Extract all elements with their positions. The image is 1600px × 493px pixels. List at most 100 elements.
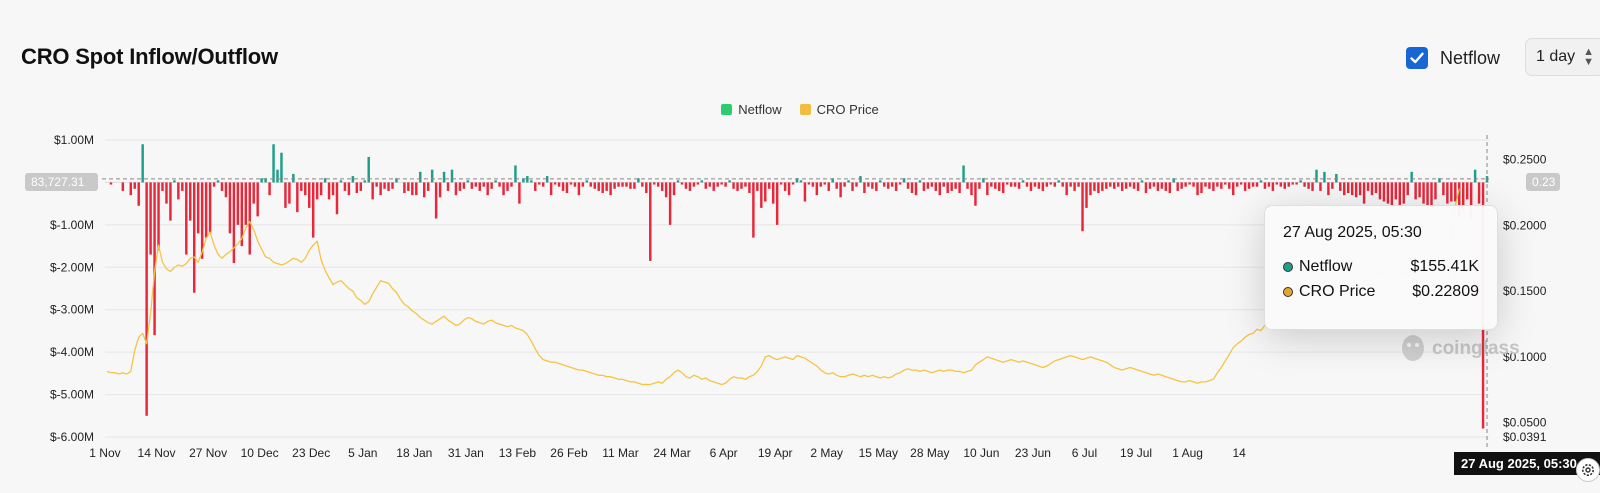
netflow-bar — [1180, 182, 1183, 189]
interval-select[interactable]: 1 day ▲ ▼ — [1525, 38, 1600, 76]
interval-value: 1 day — [1536, 48, 1576, 65]
netflow-toggle-label: Netflow — [1440, 47, 1501, 68]
netflow-bar — [1295, 182, 1298, 185]
netflow-bar — [256, 182, 259, 217]
netflow-bar — [1097, 182, 1100, 194]
watermark-text: coinglass — [1432, 338, 1520, 359]
netflow-bar — [1077, 182, 1080, 187]
settings-gear-icon[interactable] — [1576, 458, 1600, 482]
netflow-bar — [510, 182, 513, 187]
netflow-bar — [740, 182, 743, 189]
netflow-bar — [494, 180, 497, 183]
netflow-bar — [1220, 182, 1223, 189]
tooltip: 27 Aug 2025, 05:30 Netflow $155.41K CRO … — [1264, 205, 1498, 330]
netflow-bar — [359, 182, 363, 191]
netflow-bar — [724, 182, 727, 187]
netflow-bar — [200, 182, 204, 259]
netflow-bar — [807, 182, 811, 185]
netflow-bar — [998, 182, 1001, 191]
netflow-bar — [633, 182, 636, 189]
netflow-bar — [1263, 182, 1267, 189]
netflow-bar — [569, 182, 573, 185]
x-tick-label: 10 Dec — [241, 446, 279, 460]
netflow-bar — [894, 182, 898, 191]
netflow-bar — [974, 182, 977, 206]
x-tick-label: 14 — [1232, 446, 1246, 460]
netflow-bar — [331, 182, 335, 196]
x-tick-label: 18 Jan — [396, 446, 432, 460]
netflow-bar — [347, 182, 351, 196]
netflow-bar — [1208, 182, 1211, 189]
netflow-bar — [177, 182, 180, 200]
x-tick-label: 1 Aug — [1172, 446, 1203, 460]
netflow-bar — [315, 182, 319, 200]
netflow-bar — [355, 182, 359, 194]
netflow-bar — [879, 180, 882, 183]
legend-item-cro-price[interactable]: CRO Price — [799, 102, 879, 117]
netflow-bar — [1152, 182, 1156, 187]
netflow-bar — [133, 182, 136, 189]
netflow-bar — [1378, 182, 1382, 200]
netflow-bar — [446, 182, 450, 191]
netflow-bar — [339, 180, 343, 183]
netflow-bar — [1311, 182, 1314, 191]
netflow-bar — [1053, 182, 1056, 187]
netflow-bar — [696, 182, 700, 185]
netflow-bar — [1406, 182, 1409, 196]
netflow-bar — [1358, 182, 1362, 196]
netflow-bar — [1267, 182, 1271, 187]
netflow-bar — [391, 182, 394, 189]
netflow-bar — [910, 182, 914, 194]
netflow-bar — [1343, 182, 1346, 196]
netflow-bar — [811, 182, 815, 187]
netflow-bar — [387, 182, 390, 191]
netflow-bar — [1069, 182, 1072, 187]
netflow-bar — [1465, 182, 1469, 200]
x-tick-label: 26 Feb — [550, 446, 588, 460]
netflow-bar — [1164, 182, 1168, 191]
netflow-bar — [486, 182, 489, 196]
netflow-checkbox[interactable] — [1406, 47, 1428, 69]
netflow-bar — [581, 182, 585, 187]
netflow-bar — [268, 182, 271, 196]
netflow-bar — [1434, 182, 1437, 200]
netflow-bar — [264, 178, 267, 183]
coinglass-logo-icon — [1402, 335, 1424, 361]
netflow-bar — [1350, 182, 1354, 196]
page-title: CRO Spot Inflow/Outflow — [21, 44, 278, 69]
netflow-toggle[interactable]: Netflow — [1406, 45, 1500, 71]
netflow-bar — [1013, 182, 1017, 187]
legend-item-netflow[interactable]: Netflow — [721, 102, 782, 117]
x-tick-label: 10 Jun — [963, 446, 999, 460]
netflow-bar — [1410, 171, 1413, 183]
netflow-bar — [653, 182, 656, 185]
netflow-bar — [716, 182, 719, 187]
right-tick-label: $0.2000 — [1503, 218, 1547, 232]
x-tick-label: 6 Jul — [1072, 446, 1097, 460]
netflow-bar — [549, 182, 553, 196]
netflow-bar — [228, 182, 232, 234]
netflow-bar — [926, 182, 930, 189]
netflow-bar — [625, 182, 628, 187]
netflow-bar — [1450, 182, 1453, 202]
netflow-bar — [280, 152, 283, 183]
left-tick-label: $-3.00M — [50, 303, 94, 317]
x-tick-label: 27 Nov — [189, 446, 227, 460]
x-tick-label: 6 Apr — [710, 446, 738, 460]
netflow-bar — [641, 182, 644, 187]
netflow-bar — [855, 182, 858, 187]
netflow-bar — [982, 178, 985, 183]
netflow-bar — [914, 182, 918, 196]
netflow-bar — [478, 182, 481, 191]
gear-icon — [1582, 464, 1594, 476]
netflow-bar — [1235, 182, 1239, 187]
netflow-bar — [1089, 182, 1092, 196]
netflow-bar — [1009, 182, 1013, 187]
netflow-bar — [363, 180, 366, 183]
netflow-bar — [847, 180, 850, 183]
netflow-bar — [748, 182, 751, 194]
tooltip-label-netflow: Netflow — [1299, 258, 1353, 275]
netflow-bar — [1224, 182, 1227, 185]
netflow-bar — [208, 182, 212, 234]
